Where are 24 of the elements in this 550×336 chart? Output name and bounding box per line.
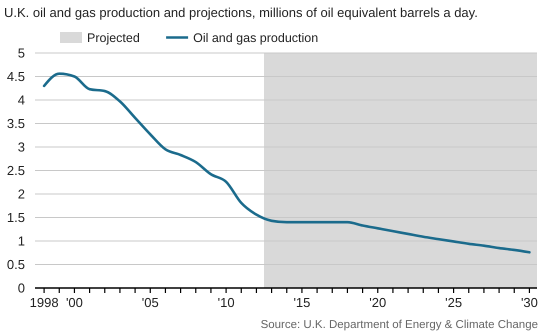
y-tick-label: 1 — [18, 234, 25, 248]
x-tick-label: '05 — [142, 295, 159, 310]
chart-title: U.K. oil and gas production and projections, millions of oil equivalent barrels a day. — [4, 5, 478, 20]
y-tick-label: 0.5 — [6, 257, 25, 272]
y-tick-label: 0 — [18, 280, 25, 296]
legend-label: Oil and gas production — [193, 31, 318, 45]
y-tick-label: 5 — [18, 46, 25, 60]
x-tick-label: '00 — [66, 295, 83, 310]
x-tick-label: '30 — [520, 295, 538, 310]
x-tick-label: '25 — [445, 295, 462, 310]
y-tick-label: 3.5 — [6, 116, 25, 131]
y-tick-label: 3 — [18, 140, 25, 154]
y-tick-label: 2.5 — [6, 163, 25, 178]
y-tick-label: 1.5 — [6, 210, 25, 225]
x-tick-label: '10 — [218, 295, 235, 310]
line-series — [42, 72, 531, 254]
legend-label: Projected — [87, 31, 140, 45]
x-tick-label: '20 — [369, 295, 386, 310]
source-note: Source: U.K. Department of Energy & Climate Change — [260, 319, 538, 331]
x-tick-label: 1998 — [30, 295, 59, 310]
y-tick-label: 4 — [18, 92, 25, 108]
y-tick-label: 2 — [18, 186, 25, 202]
y-tick-label: 4.5 — [6, 69, 25, 84]
x-tick-label: '15 — [293, 295, 310, 310]
